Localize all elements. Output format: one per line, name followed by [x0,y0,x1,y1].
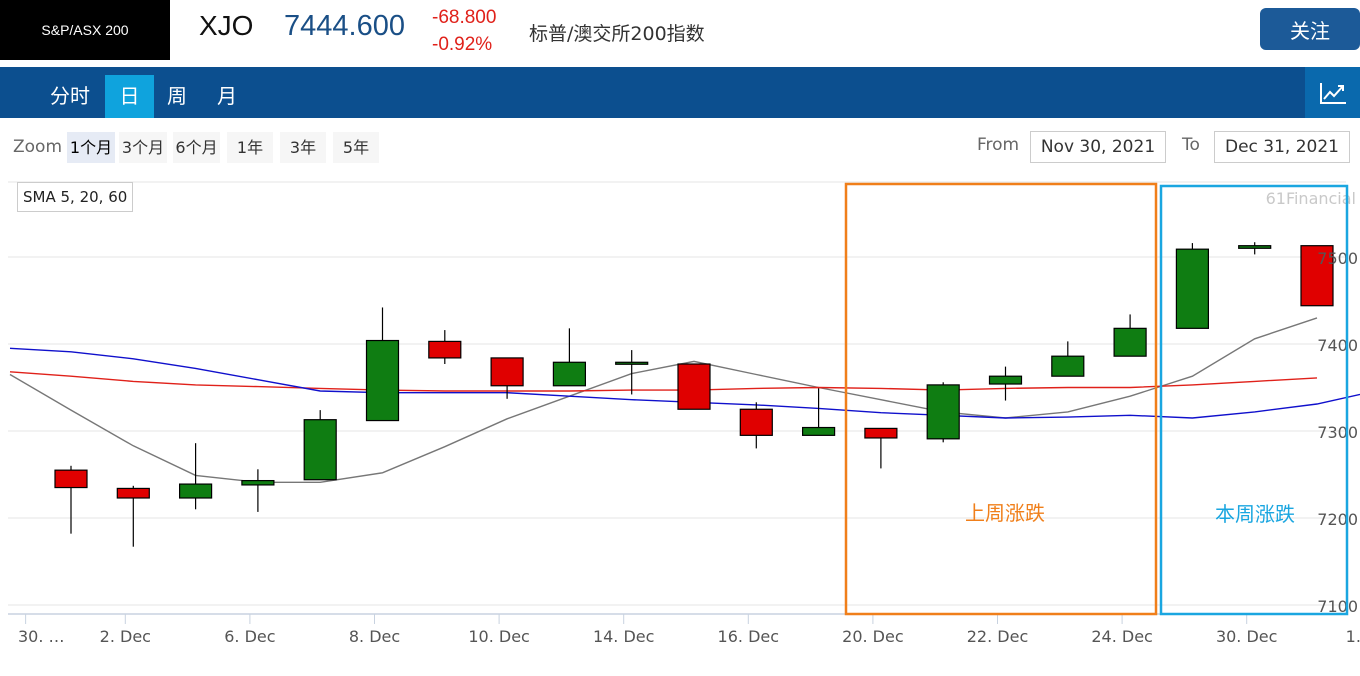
price-change-block: -68.800 -0.92% [432,4,496,58]
zoom-5y-button[interactable]: 5年 [333,132,379,163]
candle-body [926,384,960,440]
candle-body [116,487,150,499]
tab-intraday[interactable]: 分时 [50,84,90,108]
index-name: 标普/澳交所200指数 [529,23,705,45]
from-label: From [977,135,1020,155]
candle [54,465,88,534]
x-axis: 30. … 2. Dec 6. Dec 8. Dec 10. Dec 14. Dec 16.… [8,613,1360,646]
candle [864,427,898,469]
tab-daily[interactable]: 日 [105,75,154,118]
candle-body [365,339,400,422]
x-tick-label: 2. Dec [100,627,151,646]
x-tick-label: 20. Dec [842,627,904,646]
candle [988,366,1023,401]
candle-body [1175,248,1210,329]
x-tick-label: 24. Dec [1091,627,1153,646]
index-logo: S&P/ASX 200 [0,0,170,60]
x-tick-label: 6. Dec [224,627,275,646]
candle [179,443,213,510]
candle-body [864,427,898,439]
candle [490,357,524,399]
this-week-highlight-box [1159,184,1349,616]
y-tick-label: 7300 [1317,423,1358,442]
candle-body [1113,327,1147,357]
x-tick-label: 10. Dec [468,627,530,646]
zoom-1y-button[interactable]: 1年 [227,132,273,163]
candle [615,350,649,395]
sma-5-line [9,317,1318,483]
to-date-input[interactable]: Dec 31, 2021 [1214,131,1350,163]
candle [677,363,711,410]
candle-body [615,361,649,365]
line-chart-icon[interactable] [1305,67,1360,118]
candle [801,388,836,436]
sma-20-line [9,371,1318,392]
x-tick-label: 30. … [18,627,65,646]
candle-body [739,408,773,436]
x-tick-label: 16. Dec [718,627,780,646]
candle-body [677,363,711,410]
zoom-6m-button[interactable]: 6个月 [173,132,220,163]
index-logo-text: S&P/ASX 200 [41,22,129,38]
follow-button[interactable]: 关注 [1260,8,1360,50]
x-tick-label: 1. Jan [1346,627,1360,646]
x-tick-label: 30. Dec [1216,627,1278,646]
candle [1175,243,1210,329]
candle-body [303,419,337,481]
candle [1113,314,1147,357]
price-change-percent: -0.92% [432,34,493,55]
this-week-annotation: 本周涨跌 [1215,502,1295,526]
candle-body [552,361,587,387]
candle-body [1238,245,1272,249]
candle-body [490,357,524,387]
from-date-input[interactable]: Nov 30, 2021 [1030,131,1166,163]
tab-weekly[interactable]: 周 [167,84,187,108]
gridlines [8,181,1346,606]
candle-body [241,479,275,486]
price-change: -68.800 [432,7,497,28]
candle [365,307,400,422]
candle-body [1051,355,1085,377]
candle [1300,245,1334,307]
y-tick-label: 7400 [1317,336,1358,355]
candle-body [988,375,1023,385]
last-price: 7444.600 [284,10,405,42]
zoom-1m-button[interactable]: 1个月 [67,132,115,163]
sma-indicator-label: SMA 5, 20, 60 [17,182,134,212]
candle-body [179,483,213,499]
candle [739,402,773,449]
to-label: To [1182,135,1200,155]
candle [116,485,150,547]
zoom-3y-button[interactable]: 3年 [280,132,326,163]
symbol: XJO [199,10,254,41]
candle [1051,341,1085,377]
candle-body [1300,245,1334,307]
x-tick-label: 14. Dec [593,627,655,646]
period-tab-bar: 分时 日 周 月 [0,67,1360,118]
candle-body [801,426,836,436]
tab-monthly[interactable]: 月 [217,84,237,108]
quote-header: S&P/ASX 200 XJO 7444.600 -68.800 -0.92% … [0,0,1360,62]
x-tick-label: 22. Dec [967,627,1029,646]
y-tick-label: 7200 [1317,510,1358,529]
y-tick-label: 7500 [1317,249,1358,268]
candle [552,328,587,387]
candles [54,242,1334,547]
candle-body [428,340,462,359]
candle [241,469,275,512]
candle [926,382,960,443]
x-tick-label: 8. Dec [349,627,400,646]
zoom-3m-button[interactable]: 3个月 [119,132,167,163]
watermark: 61Financial [1266,189,1356,208]
candle [1238,242,1272,255]
last-week-highlight-box [844,182,1158,616]
candle [303,410,337,481]
zoom-label: Zoom [13,137,63,157]
candle-body [54,469,88,489]
candle [428,330,462,365]
last-week-annotation: 上周涨跌 [965,501,1045,525]
